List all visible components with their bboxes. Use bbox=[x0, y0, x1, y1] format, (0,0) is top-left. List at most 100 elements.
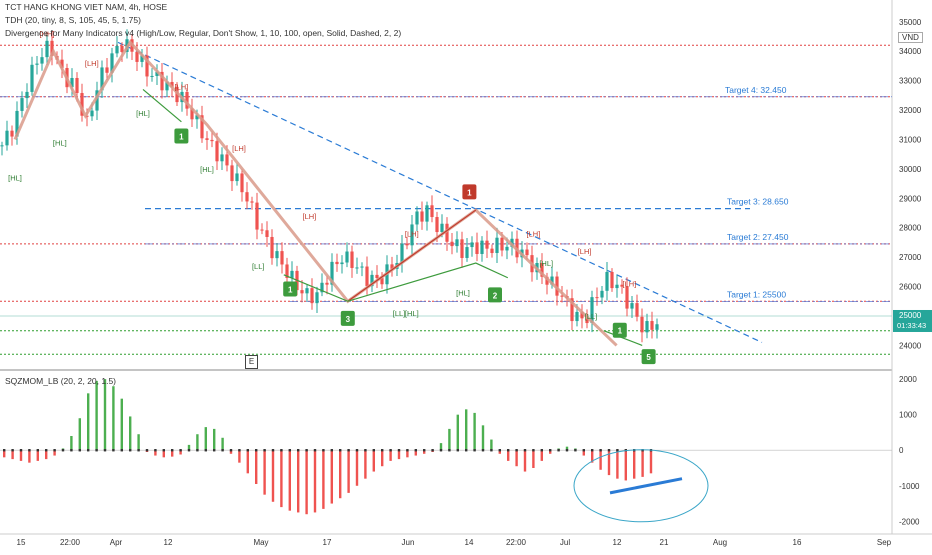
event-marker[interactable]: E bbox=[245, 355, 258, 369]
candle-body bbox=[625, 287, 628, 309]
momentum-bar bbox=[515, 450, 517, 466]
momentum-bar bbox=[11, 450, 13, 459]
squeeze-dot bbox=[415, 449, 417, 451]
price-axis-tick-label: 26000 bbox=[899, 283, 922, 292]
price-axis-tick-label: 34000 bbox=[899, 47, 922, 56]
momentum-bar bbox=[322, 450, 324, 509]
time-axis-tick-label: 12 bbox=[613, 538, 622, 547]
oscillator-legend[interactable]: SQZMOM_LB (20, 2, 20, 1.5) bbox=[5, 376, 116, 386]
squeeze-dot bbox=[272, 449, 274, 451]
indicator-tdh-legend[interactable]: TDH (20, tiny, 8, S, 105, 45, 5, 1.75) bbox=[5, 15, 141, 25]
squeeze-dot bbox=[289, 449, 291, 451]
candle-body bbox=[150, 76, 153, 77]
wave-marker-label: 5 bbox=[646, 353, 651, 362]
candle-body bbox=[495, 238, 498, 253]
pivot-label: [HL] bbox=[200, 165, 214, 174]
time-axis-tick-label: Aug bbox=[713, 538, 727, 547]
candle-body bbox=[435, 217, 438, 232]
candle-body bbox=[500, 238, 503, 251]
pivot-label: [HL] bbox=[405, 309, 419, 318]
momentum-bar bbox=[364, 450, 366, 478]
squeeze-dot bbox=[213, 449, 215, 451]
squeeze-dot bbox=[154, 449, 156, 451]
candle-body bbox=[265, 230, 268, 237]
pivot-label: [LH] bbox=[623, 280, 637, 289]
candle-body bbox=[485, 241, 488, 249]
pivot-label: [LH] bbox=[232, 144, 246, 153]
time-axis-tick-label: Jun bbox=[402, 538, 415, 547]
time-axis-tick-label: 14 bbox=[465, 538, 474, 547]
squeeze-dot bbox=[549, 449, 551, 451]
momentum-bar bbox=[297, 450, 299, 512]
momentum-bar bbox=[70, 436, 72, 450]
candle-body bbox=[425, 205, 428, 221]
momentum-bar bbox=[213, 429, 215, 450]
momentum-bar bbox=[448, 429, 450, 450]
pivot-label: [LH] bbox=[303, 212, 317, 221]
candle-body bbox=[575, 312, 578, 321]
osc-axis-tick-label: 1000 bbox=[899, 411, 917, 420]
price-axis-tick-label: 29000 bbox=[899, 194, 922, 203]
squeeze-dot bbox=[146, 449, 148, 451]
squeeze-dot bbox=[482, 449, 484, 451]
squeeze-dot bbox=[448, 449, 450, 451]
candle-body bbox=[205, 138, 208, 140]
squeeze-dot bbox=[373, 449, 375, 451]
momentum-bar bbox=[650, 450, 652, 473]
momentum-bar bbox=[616, 450, 618, 478]
candle-body bbox=[120, 46, 123, 52]
candle-body bbox=[115, 46, 118, 53]
candle-body bbox=[465, 247, 468, 258]
squeeze-dot bbox=[263, 449, 265, 451]
time-axis-tick-label: 15 bbox=[17, 538, 26, 547]
squeeze-dot bbox=[423, 449, 425, 451]
candle-body bbox=[355, 267, 358, 268]
candle-body bbox=[90, 111, 93, 117]
candle-body bbox=[335, 262, 338, 264]
osc-axis-tick-label: -1000 bbox=[899, 482, 920, 491]
squeeze-dot bbox=[465, 449, 467, 451]
candle-body bbox=[350, 252, 353, 268]
squeeze-dot bbox=[406, 449, 408, 451]
squeeze-dot bbox=[280, 449, 282, 451]
squeeze-dot bbox=[566, 449, 568, 451]
candle-body bbox=[470, 242, 473, 247]
price-axis-tick-label: 28000 bbox=[899, 224, 922, 233]
momentum-bar bbox=[347, 450, 349, 493]
descending-trendline[interactable] bbox=[118, 42, 762, 342]
squeeze-dot bbox=[591, 449, 593, 451]
indicator-divergence-legend[interactable]: Divergence for Many Indicators v4 (High/… bbox=[5, 28, 401, 38]
momentum-bar bbox=[473, 413, 475, 450]
squeeze-dot bbox=[347, 449, 349, 451]
candle-body bbox=[215, 141, 218, 161]
candle-body bbox=[655, 324, 658, 330]
squeeze-dot bbox=[53, 449, 55, 451]
oscillator-trendline[interactable] bbox=[610, 479, 682, 493]
candle-body bbox=[420, 211, 423, 221]
momentum-bar bbox=[129, 416, 131, 450]
pivot-label: [HL] bbox=[539, 259, 553, 268]
time-axis-tick-label: 21 bbox=[660, 538, 669, 547]
squeeze-dot bbox=[532, 449, 534, 451]
squeeze-dot bbox=[137, 449, 139, 451]
momentum-bar bbox=[137, 434, 139, 450]
squeeze-dot bbox=[37, 449, 39, 451]
currency-badge[interactable]: VND bbox=[898, 32, 923, 43]
momentum-bar bbox=[205, 427, 207, 450]
candle-body bbox=[75, 78, 78, 93]
candle-body bbox=[210, 140, 213, 141]
squeeze-dot bbox=[230, 449, 232, 451]
momentum-bar bbox=[398, 450, 400, 459]
momentum-bar bbox=[599, 450, 601, 470]
squeeze-dot bbox=[247, 449, 249, 451]
target-label: Target 1: 25500 bbox=[727, 289, 786, 299]
candle-body bbox=[235, 173, 238, 181]
squeeze-dot bbox=[28, 449, 30, 451]
pivot-label: [LL] bbox=[252, 262, 265, 271]
candle-body bbox=[40, 57, 43, 63]
squeeze-dot bbox=[557, 449, 559, 451]
candle-body bbox=[255, 203, 258, 230]
momentum-bar bbox=[457, 415, 459, 451]
candle-body bbox=[315, 292, 318, 303]
